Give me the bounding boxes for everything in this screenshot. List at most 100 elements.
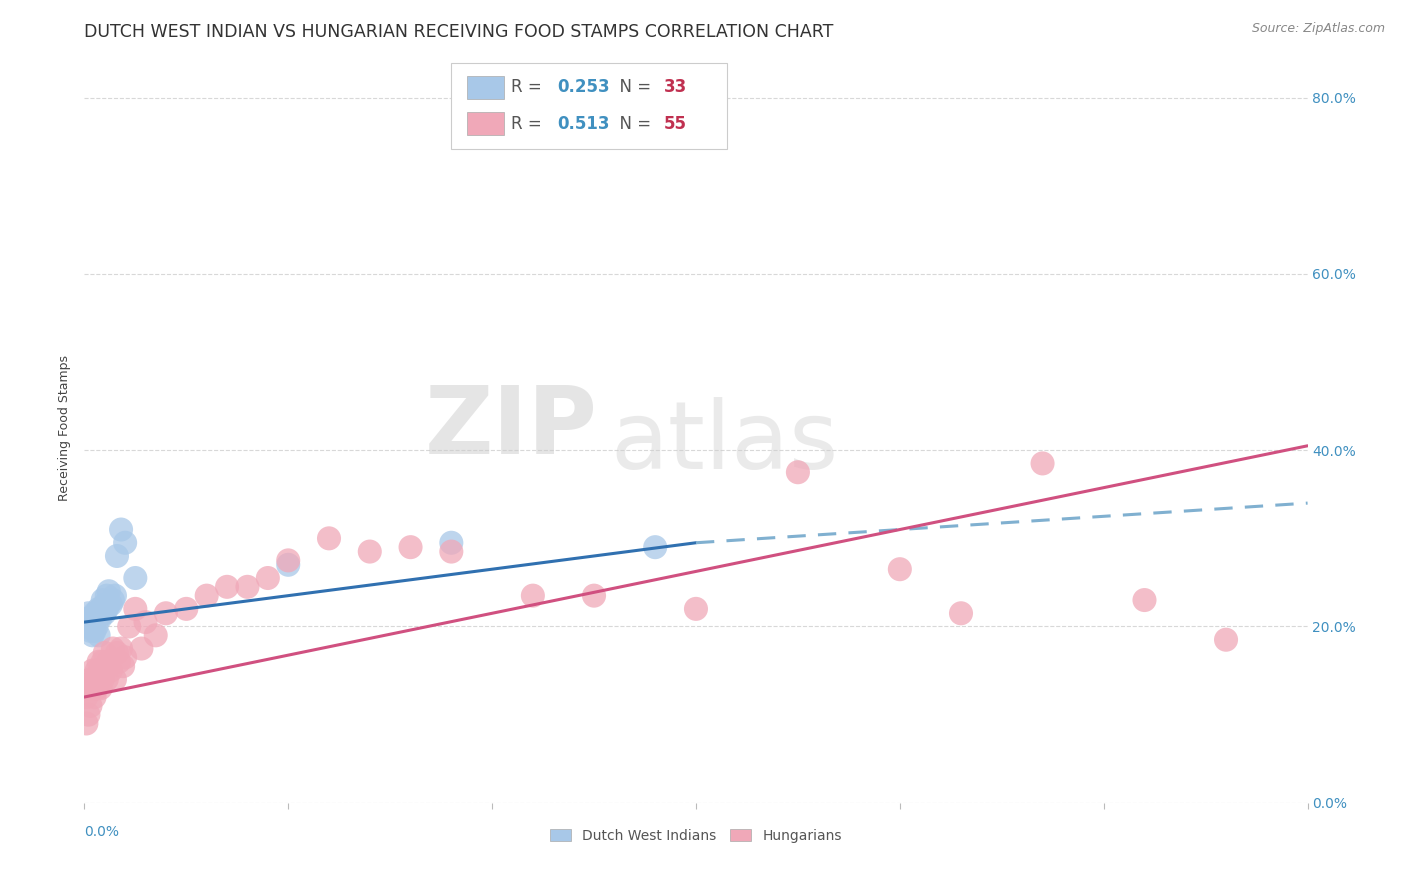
Point (97, 584, 120, 599)
Text: Source: ZipAtlas.com: Source: ZipAtlas.com (1251, 22, 1385, 36)
Point (110, 641, 132, 656)
Text: ZIP: ZIP (425, 382, 598, 475)
Point (440, 535, 463, 549)
Point (105, 646, 128, 660)
Text: N =: N = (609, 78, 657, 96)
Point (90, 681, 112, 696)
Point (87, 673, 110, 687)
FancyBboxPatch shape (467, 112, 503, 136)
Point (100, 664, 122, 678)
Point (77, 681, 100, 696)
Point (93, 598, 115, 612)
Legend: Dutch West Indians, Hungarians: Dutch West Indians, Hungarians (544, 823, 848, 848)
Text: 0.513: 0.513 (558, 115, 610, 133)
Point (174, 602, 197, 616)
Point (82, 681, 104, 696)
Point (195, 589, 218, 603)
Point (131, 641, 153, 656)
Point (644, 540, 666, 554)
Point (83, 673, 105, 687)
Point (440, 544, 463, 558)
Point (124, 602, 146, 616)
Point (83, 624, 105, 638)
Point (75, 690, 97, 704)
Point (91, 655, 114, 669)
Point (82, 610, 104, 624)
Point (90, 610, 112, 624)
Point (87, 602, 110, 616)
Point (75, 716, 97, 731)
Point (685, 602, 707, 616)
Text: R =: R = (512, 78, 547, 96)
Point (86, 619, 108, 633)
Point (87, 628, 110, 642)
Point (82, 664, 104, 678)
Point (889, 562, 911, 576)
Point (79, 610, 101, 624)
Point (359, 544, 381, 558)
Point (108, 655, 131, 669)
Point (104, 589, 127, 603)
Text: N =: N = (609, 115, 657, 133)
Point (105, 549, 128, 563)
Point (101, 593, 124, 607)
Point (90, 664, 112, 678)
Point (96, 602, 118, 616)
Point (135, 615, 157, 629)
Point (399, 540, 422, 554)
Point (101, 641, 124, 656)
Point (114, 650, 136, 665)
FancyBboxPatch shape (467, 76, 503, 99)
FancyBboxPatch shape (451, 62, 727, 149)
Text: atlas: atlas (610, 397, 838, 489)
Point (79, 673, 101, 687)
Text: 33: 33 (664, 78, 688, 96)
Point (83, 690, 105, 704)
Point (86, 607, 108, 621)
Point (96, 673, 118, 687)
Point (97, 598, 120, 612)
Text: 0.253: 0.253 (558, 78, 610, 96)
Point (93, 664, 115, 678)
Text: R =: R = (512, 115, 547, 133)
Point (91, 673, 114, 687)
Point (236, 580, 259, 594)
Point (79, 624, 101, 638)
Y-axis label: Receiving Food Stamps: Receiving Food Stamps (58, 355, 72, 501)
Point (104, 673, 127, 687)
Point (91, 593, 114, 607)
Point (79, 698, 101, 713)
Point (86, 681, 108, 696)
Point (522, 589, 544, 603)
Point (217, 580, 239, 594)
Point (77, 615, 100, 629)
Point (82, 628, 104, 642)
Point (145, 628, 167, 642)
Point (1032, 457, 1054, 471)
Point (93, 607, 115, 621)
Point (114, 535, 136, 549)
Point (1133, 593, 1156, 607)
Point (257, 571, 280, 585)
Point (277, 553, 299, 567)
Text: DUTCH WEST INDIAN VS HUNGARIAN RECEIVING FOOD STAMPS CORRELATION CHART: DUTCH WEST INDIAN VS HUNGARIAN RECEIVING… (84, 23, 834, 41)
Point (787, 465, 810, 479)
Point (950, 607, 973, 621)
Point (83, 607, 105, 621)
Point (277, 558, 299, 572)
Point (93, 646, 115, 660)
Point (583, 589, 606, 603)
Point (75, 619, 97, 633)
Text: 0.0%: 0.0% (84, 825, 120, 839)
Point (112, 659, 135, 673)
Point (90, 602, 112, 616)
Point (110, 523, 132, 537)
Point (77, 607, 100, 621)
Point (155, 607, 177, 621)
Point (77, 707, 100, 722)
Point (87, 655, 110, 669)
Point (97, 655, 120, 669)
Point (100, 598, 122, 612)
Point (96, 589, 118, 603)
Point (318, 532, 340, 546)
